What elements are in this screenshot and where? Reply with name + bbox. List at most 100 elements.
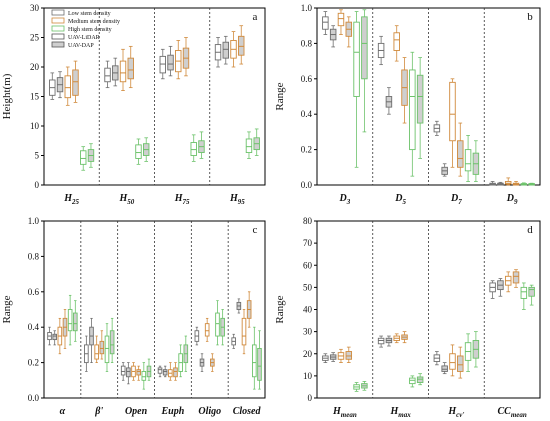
x-category-subscript: 95 [238, 198, 246, 206]
box-body [393, 32, 400, 51]
box-body [449, 353, 456, 370]
x-category-label: D3 [339, 193, 351, 206]
x-category-main: D [450, 193, 458, 204]
x-category-subscript: 25 [71, 198, 80, 206]
x-category-main: H [447, 406, 457, 417]
x-category-label: Open [125, 406, 148, 417]
legend-label: UAV-DAP [68, 43, 94, 49]
x-category-main: Euph [161, 406, 185, 417]
box-body [361, 16, 368, 80]
panel-c-chart: 0.0 0.2 0.4 0.6 0.8 1.0 Range c α β' Open Euph Oligo… [1, 216, 266, 417]
y-tick-label: 0.2 [28, 358, 39, 368]
x-category-label: Oligo [198, 406, 221, 417]
legend-label: Low stem density [68, 11, 111, 17]
box-body [464, 149, 472, 172]
box-body [99, 340, 105, 355]
x-category-main: H [390, 406, 400, 417]
box-body [109, 330, 115, 355]
box-body [345, 351, 353, 360]
box-body [136, 369, 141, 376]
y-tick-label: 40 [303, 305, 313, 315]
x-category-label: D9 [506, 193, 518, 206]
y-tick-label: 0.4 [301, 109, 313, 119]
box-body [173, 367, 178, 378]
y-tick-label: 15 [30, 92, 40, 102]
y-tick-label: 25 [30, 33, 40, 43]
box-body [252, 344, 257, 378]
y-axis-label: Range [274, 82, 286, 110]
x-category-subscript: 75 [183, 198, 191, 206]
x-category-label: Euph [161, 406, 185, 417]
legend: Low stem density Medium stem density High … [51, 9, 120, 49]
box-body [238, 35, 245, 56]
box-body [353, 21, 360, 97]
y-tick-label: 50 [303, 282, 313, 292]
box-body [67, 309, 73, 332]
box-body [512, 271, 520, 284]
x-category-main: D [339, 193, 347, 204]
box-body [409, 377, 416, 385]
box-body [528, 286, 535, 297]
box-body [241, 317, 247, 346]
box-body [457, 355, 464, 372]
box-body [157, 367, 163, 374]
y-tick-label: 0.8 [28, 251, 40, 261]
y-tick-label: 0.6 [28, 287, 40, 297]
box-body [409, 69, 416, 151]
legend-label: High stem density [68, 27, 112, 33]
y-tick-label: 1.0 [301, 3, 313, 13]
panel-letter: c [253, 224, 258, 236]
box-body [126, 367, 131, 378]
x-category-main: H [174, 193, 184, 204]
y-tick-label: 0.6 [301, 74, 313, 84]
x-category-main: β' [94, 406, 103, 417]
y-tick-label: 20 [30, 62, 40, 72]
box-body [520, 286, 528, 299]
box-body [441, 365, 448, 372]
box-body [257, 347, 262, 381]
box-body [94, 344, 99, 360]
legend-swatch [51, 33, 65, 40]
y-tick-label: 0.2 [301, 145, 312, 155]
box-body [416, 376, 424, 383]
legend-swatch [51, 17, 65, 24]
x-category-main: H [229, 193, 239, 204]
x-category-subscript: mean [511, 411, 527, 419]
x-category-subscript: 9 [514, 198, 518, 206]
box-body [141, 371, 147, 381]
box-body [162, 369, 168, 376]
panel-letter: b [527, 11, 533, 23]
box-body [73, 312, 78, 332]
box-body [322, 16, 329, 30]
x-category-main: D [506, 193, 514, 204]
legend-label: Medium stem density [68, 19, 120, 25]
y-axis-label: Range [274, 295, 286, 323]
box-body [337, 12, 345, 27]
x-category-label: H75 [174, 193, 190, 206]
y-tick-label: 10 [30, 121, 40, 131]
y-tick-label: 10 [303, 371, 313, 381]
panel-letter: a [253, 11, 258, 23]
x-category-subscript: cv' [456, 411, 464, 419]
x-category-main: H [118, 193, 128, 204]
x-category-subscript: 7 [458, 198, 462, 206]
y-tick-label: 60 [303, 260, 313, 270]
legend-swatch [51, 41, 65, 48]
y-tick-label: 5 [35, 151, 40, 161]
x-category-main: Closed [233, 406, 262, 417]
box-body [245, 138, 253, 153]
box-body [377, 337, 385, 345]
x-category-label: H25 [63, 193, 79, 206]
box-body [127, 57, 134, 80]
x-category-subscript: 3 [346, 198, 351, 206]
x-category-label: H95 [229, 193, 245, 206]
x-category-subscript: mean [341, 411, 357, 419]
y-tick-label: 20 [303, 349, 313, 359]
y-tick-label: 30 [303, 327, 313, 337]
legend-label: UAV-LiDAR [68, 35, 100, 41]
box-body [457, 140, 464, 168]
x-category-main: D [394, 193, 402, 204]
